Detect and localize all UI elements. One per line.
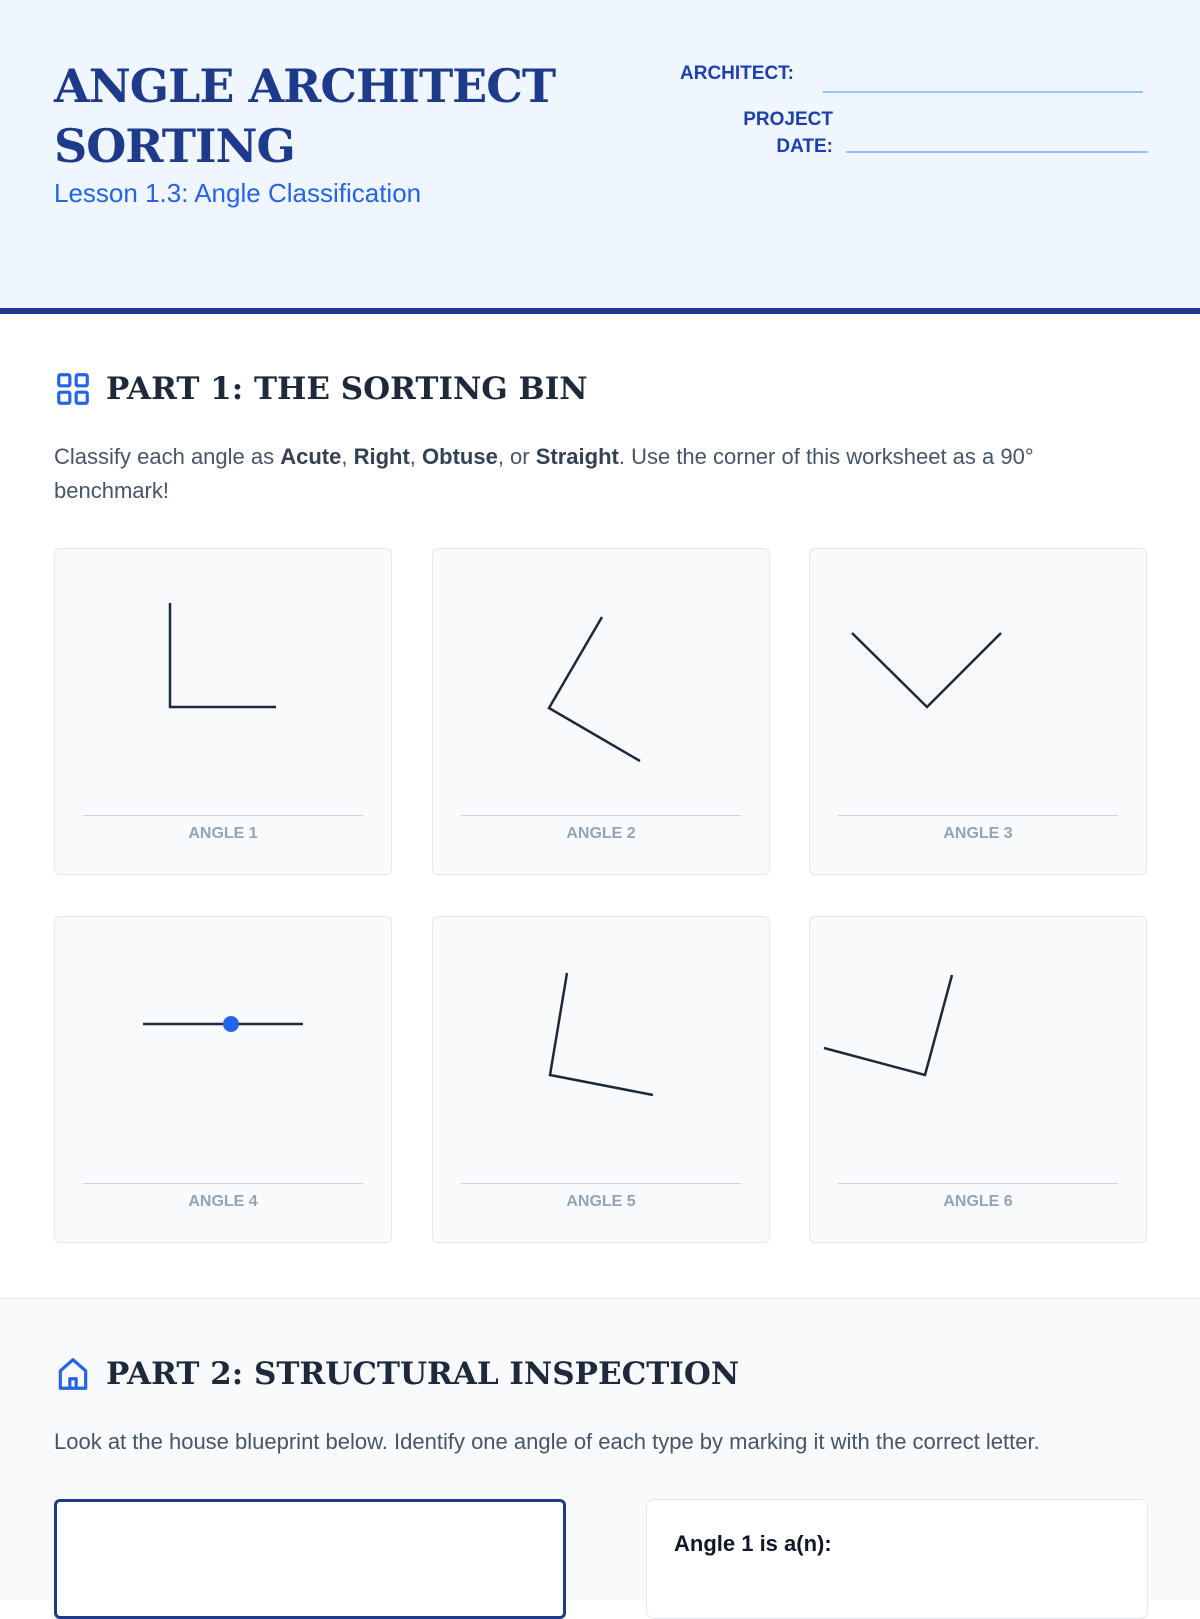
project-date-label: PROJECT DATE: [700, 106, 833, 160]
part2-heading: PART 2: STRUCTURAL INSPECTION [54, 1355, 739, 1393]
architect-label: ARCHITECT: [680, 63, 794, 84]
question-angle-1: Angle 1 is a(n): [674, 1531, 832, 1556]
answer-line[interactable] [461, 1183, 741, 1184]
header: ANGLE ARCHITECT SORTING Lesson 1.3: Angl… [0, 0, 1200, 314]
question-box: Angle 1 is a(n): [646, 1499, 1148, 1619]
angle-label: ANGLE 6 [943, 1193, 1013, 1210]
angle-6-drawing [823, 974, 954, 1077]
angle-label: ANGLE 4 [188, 1193, 258, 1210]
angle-label: ANGLE 1 [188, 825, 258, 842]
house-blueprint[interactable] [54, 1499, 566, 1619]
vertex-dot [223, 1016, 239, 1032]
part1-heading-text: PART 1: THE SORTING BIN [106, 371, 588, 407]
angle-card-5: ANGLE 5 [432, 916, 770, 1243]
project-label: PROJECT [743, 109, 833, 130]
angle-card-4: ANGLE 4 [54, 916, 392, 1243]
page-title: ANGLE ARCHITECT SORTING [54, 59, 556, 173]
angle-5-drawing [548, 972, 654, 1097]
answer-line[interactable] [838, 1183, 1118, 1184]
angle-4-drawing [143, 1016, 303, 1032]
house-icon [58, 1358, 88, 1390]
angle-card-6: ANGLE 6 [809, 916, 1147, 1243]
angle-1-drawing [168, 603, 276, 709]
part1-heading: PART 1: THE SORTING BIN [54, 370, 588, 408]
part1-instructions: Classify each angle as Acute, Right, Obt… [54, 444, 1034, 503]
angle-card-2: ANGLE 2 [432, 548, 770, 875]
date-input-line[interactable] [846, 151, 1148, 153]
angle-2-drawing [547, 616, 641, 763]
date-label: DATE: [776, 136, 833, 157]
architect-input-line[interactable] [823, 91, 1143, 93]
angle-label: ANGLE 2 [566, 825, 636, 842]
part2-heading-text: PART 2: STRUCTURAL INSPECTION [106, 1356, 740, 1392]
answer-line[interactable] [83, 1183, 363, 1184]
angle-card-3: ANGLE 3 [809, 548, 1147, 875]
grid-icon [57, 373, 89, 405]
angle-label: ANGLE 3 [943, 825, 1013, 842]
page-subtitle: Lesson 1.3: Angle Classification [54, 178, 422, 208]
answer-line[interactable] [83, 815, 363, 816]
answer-line[interactable] [838, 815, 1118, 816]
angle-3-drawing [851, 632, 1002, 709]
angle-label: ANGLE 5 [566, 1193, 636, 1210]
angle-card-1: ANGLE 1 [54, 548, 392, 875]
answer-line[interactable] [461, 815, 741, 816]
part2-instructions: Look at the house blueprint below. Ident… [54, 1429, 1040, 1454]
